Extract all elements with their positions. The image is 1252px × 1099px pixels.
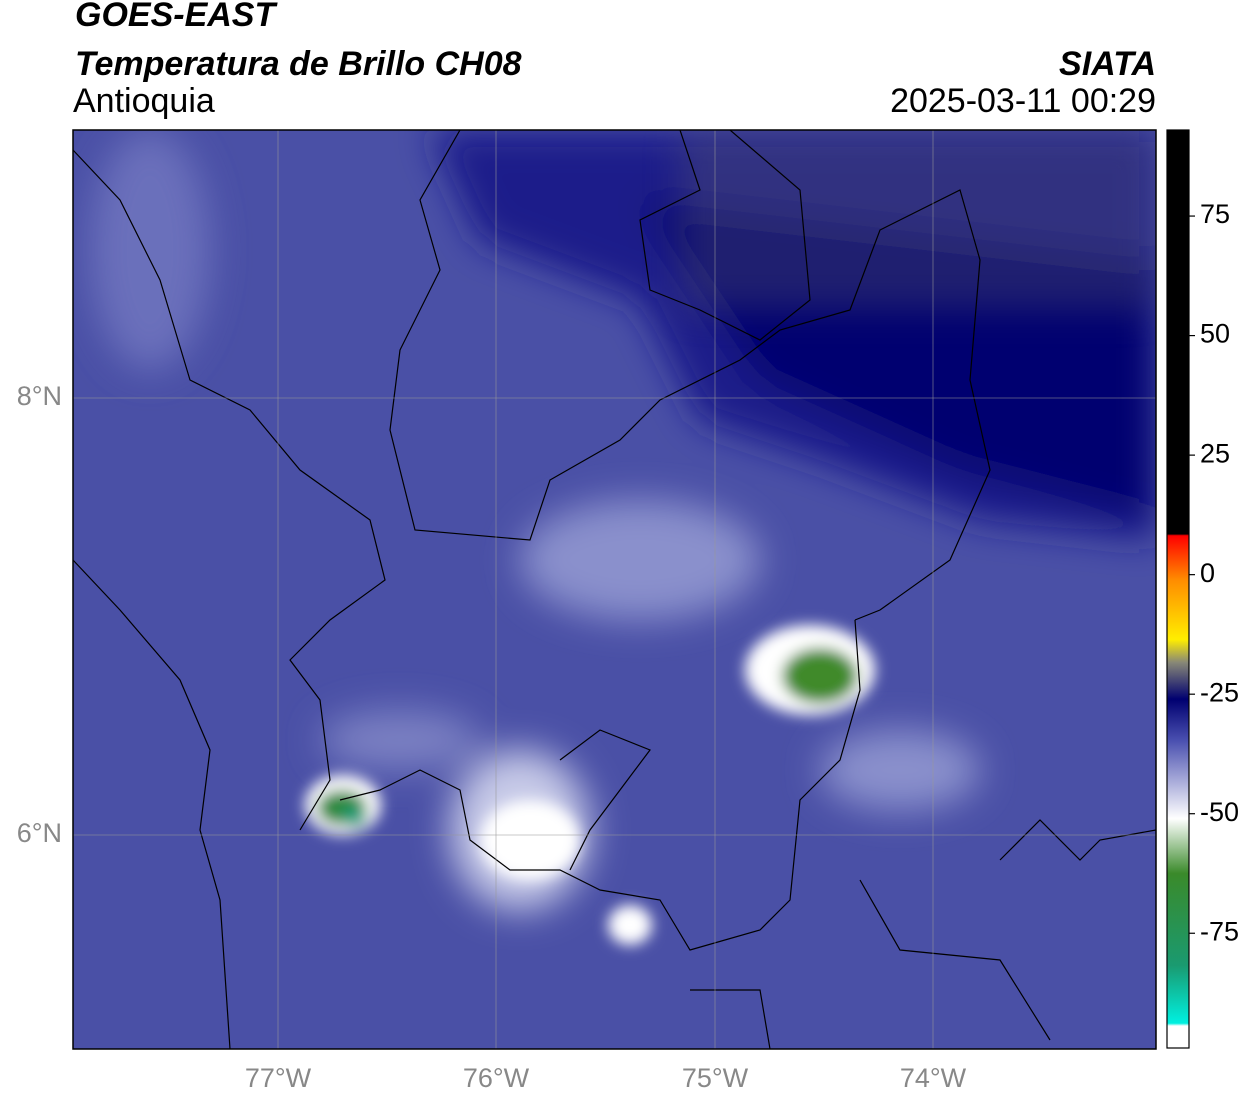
map-frame — [72, 129, 1157, 1050]
lon-label: 75°W — [682, 1063, 749, 1093]
colorbar-tick-label: 75 — [1200, 199, 1230, 229]
colorbar-tick-label: -50 — [1200, 797, 1239, 827]
lat-label: 6°N — [17, 818, 62, 848]
colorbar-tick-label: 0 — [1200, 558, 1215, 588]
map-image — [73, 130, 1156, 1049]
lon-label: 74°W — [900, 1063, 967, 1093]
graticule — [73, 130, 1156, 1049]
lat-label: 8°N — [17, 381, 62, 411]
colorbar-tick-label: -25 — [1200, 677, 1239, 707]
lon-label: 77°W — [245, 1063, 312, 1093]
title: Temperatura de Brillo CH08 — [75, 45, 522, 83]
colorbar-tick-label: 50 — [1200, 319, 1230, 349]
product-title: GOES-EAST — [75, 0, 278, 34]
colorbar-tick-label: -75 — [1200, 916, 1239, 946]
colorbar-tick-label: 25 — [1200, 438, 1230, 468]
lon-label: 76°W — [463, 1063, 530, 1093]
region: Antioquia — [73, 82, 215, 120]
datetime: 2025-03-11 00:29 — [890, 82, 1156, 120]
source: SIATA — [1059, 45, 1156, 83]
colorbar — [1166, 129, 1190, 1049]
